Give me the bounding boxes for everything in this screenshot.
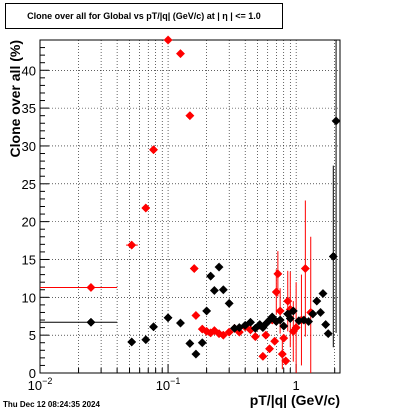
black-data-point bbox=[304, 316, 314, 327]
red-data-point bbox=[163, 35, 173, 45]
red-data-point bbox=[185, 111, 195, 121]
black-data-point bbox=[191, 349, 201, 359]
y-tick-label: 10 bbox=[22, 290, 36, 305]
y-tick-label: 40 bbox=[22, 63, 36, 78]
red-data-point bbox=[189, 264, 199, 274]
y-tick-label: 15 bbox=[22, 252, 36, 267]
black-data-point bbox=[86, 317, 96, 327]
red-data-point bbox=[271, 287, 281, 297]
red-data-point bbox=[300, 264, 310, 274]
y-tick-label: 20 bbox=[22, 215, 36, 230]
y-axis-title: Clone over all (%) bbox=[7, 40, 23, 157]
y-tick-label: 25 bbox=[22, 177, 36, 192]
chart-title-box: Clone over all for Global vs pT/|q| (GeV… bbox=[5, 3, 283, 29]
red-data-point bbox=[250, 332, 260, 342]
x-tick-label: 1 bbox=[293, 378, 300, 393]
black-data-point bbox=[308, 309, 318, 319]
black-data-point bbox=[218, 285, 228, 295]
red-data-point bbox=[141, 203, 151, 213]
red-data-point bbox=[218, 330, 228, 340]
red-data-point bbox=[277, 349, 287, 359]
chart-title: Clone over all for Global vs pT/|q| (GeV… bbox=[27, 11, 261, 21]
black-data-point bbox=[245, 317, 256, 327]
x-tick-label: 10−2 bbox=[28, 376, 53, 393]
black-data-point bbox=[331, 116, 341, 126]
black-data-point bbox=[175, 318, 186, 328]
black-data-point bbox=[202, 306, 212, 316]
red-data-point bbox=[270, 336, 280, 346]
x-axis-title: pT/|q| (GeV/c) bbox=[250, 392, 340, 408]
black-data-point bbox=[275, 315, 285, 325]
black-data-point bbox=[141, 335, 151, 345]
black-data-point bbox=[288, 306, 298, 316]
y-tick-label: 0 bbox=[29, 366, 36, 381]
black-data-point bbox=[318, 288, 328, 299]
plot-frame bbox=[39, 39, 341, 374]
red-data-point bbox=[273, 269, 283, 279]
black-data-point bbox=[209, 285, 219, 296]
black-data-point bbox=[323, 329, 333, 339]
black-data-point bbox=[214, 262, 224, 272]
black-data-point bbox=[127, 337, 137, 347]
black-data-point bbox=[197, 338, 207, 348]
timestamp-label: Thu Dec 12 08:24:35 2024 bbox=[3, 400, 100, 409]
black-data-point bbox=[312, 296, 322, 306]
black-data-point bbox=[315, 307, 326, 318]
red-data-point bbox=[265, 344, 275, 354]
y-tick-label: 5 bbox=[29, 328, 36, 343]
y-tick-label: 30 bbox=[22, 139, 36, 154]
black-data-point bbox=[224, 298, 234, 308]
black-data-point bbox=[321, 320, 331, 330]
red-data-point bbox=[281, 356, 291, 366]
black-data-point bbox=[285, 313, 295, 324]
y-tick-label: 35 bbox=[22, 101, 36, 116]
red-data-point bbox=[258, 351, 268, 361]
black-data-point bbox=[163, 313, 173, 323]
x-tick-label: 10−1 bbox=[156, 376, 181, 393]
red-data-point bbox=[86, 282, 96, 293]
black-data-point bbox=[206, 271, 216, 281]
red-data-point bbox=[148, 145, 159, 155]
red-data-point bbox=[291, 323, 301, 333]
red-data-point bbox=[261, 330, 271, 340]
black-data-point bbox=[279, 321, 289, 331]
red-data-point bbox=[224, 327, 234, 337]
red-data-point bbox=[275, 306, 285, 316]
black-data-point bbox=[148, 322, 159, 332]
red-data-point bbox=[127, 240, 137, 250]
red-data-point bbox=[175, 49, 186, 59]
red-data-point bbox=[279, 333, 289, 343]
black-data-point bbox=[185, 338, 195, 349]
red-data-point bbox=[191, 310, 201, 321]
